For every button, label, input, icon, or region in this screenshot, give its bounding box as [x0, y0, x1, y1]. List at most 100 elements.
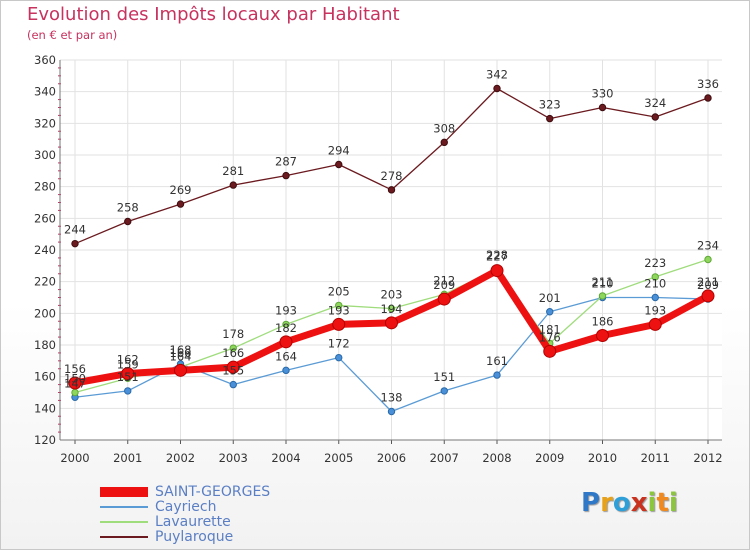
- data-point-saint-georges: [121, 367, 135, 380]
- y-tick-label: 120: [34, 433, 56, 447]
- x-tick-label: 2002: [166, 451, 195, 465]
- data-label-lavaurette: 228: [486, 248, 508, 262]
- x-tick-label: 2012: [693, 451, 722, 465]
- data-label-saint-georges: 162: [117, 353, 139, 367]
- x-tick-label: 2001: [113, 451, 142, 465]
- x-tick-label: 2003: [219, 451, 248, 465]
- y-tick-label: 320: [34, 116, 56, 130]
- data-point-puylaroque: [71, 239, 79, 248]
- data-point-puylaroque: [387, 186, 396, 194]
- data-label-puylaroque: 278: [381, 169, 403, 183]
- data-label-cayriech: 138: [381, 391, 403, 405]
- y-tick-label: 360: [34, 53, 56, 67]
- data-label-puylaroque: 330: [592, 87, 614, 101]
- data-label-lavaurette: 211: [592, 275, 614, 289]
- y-tick-label: 220: [34, 275, 56, 289]
- data-point-puylaroque: [651, 113, 659, 121]
- data-point-puylaroque: [335, 160, 343, 169]
- data-point-cayriech: [651, 293, 659, 302]
- data-label-cayriech: 151: [117, 370, 139, 384]
- data-label-cayriech: 168: [170, 343, 192, 357]
- data-label-saint-georges: 194: [381, 302, 403, 316]
- y-tick-label: 140: [34, 401, 56, 415]
- data-point-cayriech: [124, 387, 132, 395]
- x-tick-label: 2011: [641, 451, 670, 465]
- data-point-cayriech: [229, 380, 237, 389]
- x-tick-label: 2006: [377, 451, 406, 465]
- y-tick-label: 180: [34, 338, 56, 352]
- data-label-lavaurette: 159: [117, 357, 139, 371]
- data-point-saint-georges: [701, 289, 715, 303]
- data-label-puylaroque: 336: [697, 77, 719, 91]
- data-label-puylaroque: 258: [117, 201, 139, 215]
- data-label-cayriech: 164: [275, 349, 297, 363]
- data-label-puylaroque: 287: [275, 155, 297, 169]
- y-tick-label: 160: [34, 370, 56, 384]
- data-label-cayriech: 147: [64, 376, 86, 390]
- x-tick-label: 2008: [482, 451, 511, 465]
- x-tick-label: 2009: [535, 451, 564, 465]
- data-label-saint-georges: 209: [433, 278, 455, 292]
- data-label-cayriech: 155: [222, 364, 244, 378]
- data-label-saint-georges: 182: [275, 321, 297, 335]
- y-tick-label: 260: [34, 211, 56, 225]
- data-label-saint-georges: 176: [539, 330, 561, 344]
- data-label-saint-georges: 193: [644, 303, 666, 317]
- data-point-saint-georges: [332, 317, 346, 331]
- y-tick-label: 240: [34, 243, 56, 257]
- y-tick-label: 340: [34, 85, 56, 99]
- data-point-saint-georges: [596, 329, 609, 342]
- data-point-lavaurette: [229, 344, 237, 352]
- x-tick-label: 2010: [588, 451, 617, 465]
- data-label-puylaroque: 308: [433, 121, 455, 135]
- data-label-lavaurette: 203: [381, 288, 403, 302]
- data-label-saint-georges: 156: [64, 362, 86, 376]
- data-label-puylaroque: 244: [64, 223, 86, 237]
- data-point-cayriech: [387, 407, 396, 416]
- data-label-lavaurette: 181: [539, 322, 561, 336]
- data-point-cayriech: [440, 387, 448, 395]
- legend-label-lavaurette: Lavaurette: [155, 514, 231, 530]
- data-label-puylaroque: 324: [644, 96, 666, 110]
- data-label-lavaurette: 193: [275, 303, 297, 317]
- brand-logo-letter: x: [630, 488, 648, 518]
- data-label-lavaurette: 205: [328, 284, 350, 298]
- data-label-lavaurette: 150: [64, 372, 86, 386]
- data-label-saint-georges: 166: [222, 346, 244, 360]
- data-point-lavaurette: [598, 292, 607, 300]
- data-point-lavaurette: [335, 301, 343, 310]
- data-point-puylaroque: [176, 200, 185, 208]
- data-label-puylaroque: 281: [222, 164, 244, 178]
- data-point-cayriech: [546, 308, 554, 316]
- data-label-saint-georges: 227: [486, 250, 508, 264]
- legend-label-puylaroque: Puylaroque: [155, 529, 234, 545]
- legend-label-cayriech: Cayriech: [155, 499, 217, 515]
- y-tick-label: 200: [34, 306, 56, 320]
- data-label-saint-georges: 164: [170, 349, 192, 363]
- data-point-puylaroque: [124, 217, 132, 226]
- brand-logo-letter: i: [647, 488, 657, 518]
- data-point-saint-georges: [226, 360, 240, 374]
- data-point-lavaurette: [282, 320, 290, 329]
- chart-title: Evolution des Impôts locaux par Habitant: [27, 4, 400, 25]
- x-tick-label: 2000: [60, 451, 89, 465]
- y-tick-label: 300: [34, 148, 56, 162]
- data-point-lavaurette: [651, 273, 659, 281]
- data-point-cayriech: [493, 371, 501, 379]
- data-point-cayriech: [335, 353, 343, 362]
- data-point-saint-georges: [385, 316, 398, 330]
- data-point-puylaroque: [493, 84, 501, 93]
- data-point-cayriech: [282, 366, 290, 375]
- brand-logo-letter: i: [668, 488, 678, 518]
- brand-logo-letter: P: [581, 488, 601, 518]
- data-label-puylaroque: 269: [170, 183, 192, 197]
- legend-swatch-saint-georges: [100, 487, 148, 497]
- data-label-saint-georges: 211: [697, 275, 719, 289]
- data-point-saint-georges: [68, 376, 82, 390]
- data-point-saint-georges: [437, 292, 451, 306]
- data-label-cayriech: 201: [539, 291, 561, 305]
- data-label-puylaroque: 294: [328, 144, 350, 158]
- data-point-saint-georges: [490, 264, 504, 278]
- brand-logo-letter: r: [600, 488, 613, 518]
- data-label-lavaurette: 223: [644, 256, 666, 270]
